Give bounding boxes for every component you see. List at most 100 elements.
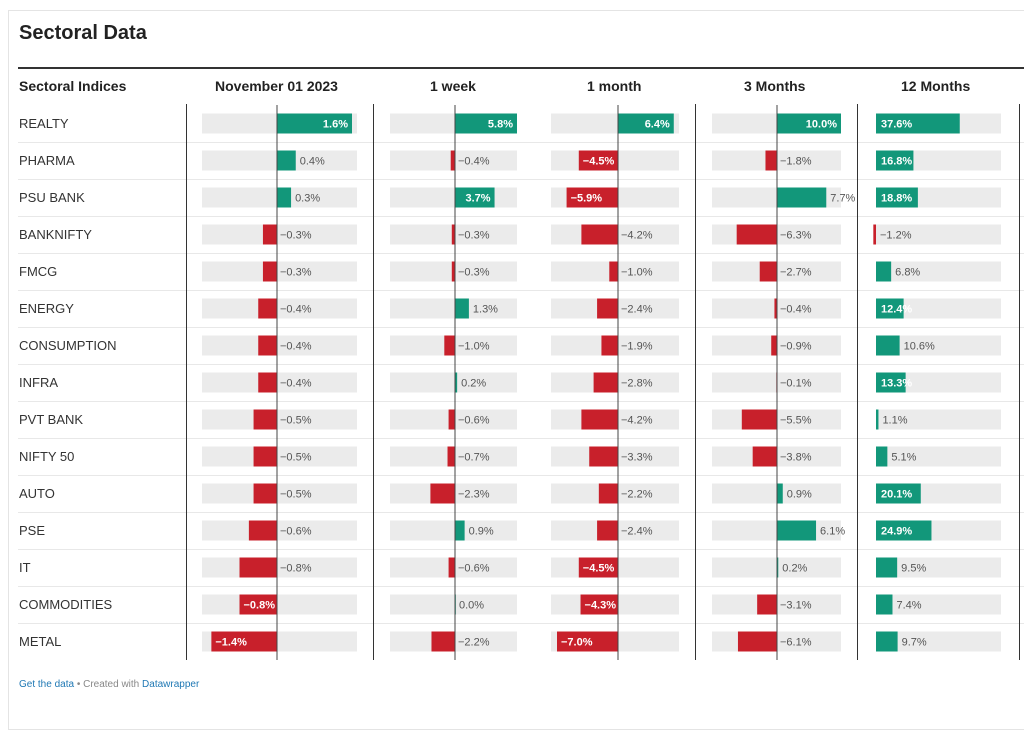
bar bbox=[777, 483, 783, 504]
row-label: PVT BANK bbox=[19, 411, 84, 427]
bar bbox=[618, 113, 674, 134]
value-label: 1.1% bbox=[882, 415, 907, 427]
bar bbox=[777, 113, 841, 134]
column-divider bbox=[857, 104, 858, 660]
bar-track bbox=[202, 594, 357, 615]
bar bbox=[578, 150, 618, 171]
bar bbox=[752, 446, 777, 467]
value-label: 16.8% bbox=[881, 156, 912, 168]
value-label: 18.8% bbox=[881, 193, 912, 205]
value-label: −0.4% bbox=[458, 156, 490, 168]
value-label: 1.3% bbox=[473, 304, 498, 316]
bar bbox=[876, 261, 892, 282]
bar bbox=[258, 298, 277, 319]
header-col-1-month: 1 month bbox=[587, 78, 642, 94]
header-col-1-week: 1 week bbox=[430, 78, 476, 94]
bar bbox=[759, 261, 777, 282]
row-label: FMCG bbox=[19, 263, 58, 279]
bar bbox=[597, 298, 618, 319]
bar bbox=[597, 520, 618, 541]
bar bbox=[451, 224, 455, 245]
value-label: −0.4% bbox=[280, 378, 312, 390]
column-divider bbox=[1019, 104, 1020, 660]
value-label: −2.4% bbox=[621, 526, 653, 538]
bar-track bbox=[390, 298, 517, 319]
value-label: −3.8% bbox=[780, 452, 812, 464]
bar bbox=[737, 631, 777, 652]
bar-track bbox=[390, 372, 517, 393]
bar bbox=[448, 409, 455, 430]
bar bbox=[876, 298, 904, 319]
bar bbox=[876, 631, 898, 652]
header-sectoral-indices: Sectoral Indices bbox=[19, 78, 127, 94]
bar bbox=[589, 446, 618, 467]
row-label: BANKNIFTY bbox=[19, 226, 92, 242]
value-label: 0.3% bbox=[295, 193, 320, 205]
bar bbox=[876, 483, 921, 504]
value-label: −0.1% bbox=[780, 378, 812, 390]
value-label: −1.0% bbox=[621, 267, 653, 279]
value-label: −2.3% bbox=[458, 489, 490, 501]
bar bbox=[455, 372, 458, 393]
value-label: −0.9% bbox=[780, 341, 812, 353]
value-label: −7.0% bbox=[561, 637, 593, 649]
get-the-data-link[interactable]: Get the data bbox=[19, 679, 75, 690]
value-label: 37.6% bbox=[881, 119, 912, 131]
value-label: 20.1% bbox=[881, 489, 912, 501]
value-label: 5.8% bbox=[488, 119, 513, 131]
bar-track bbox=[390, 594, 517, 615]
value-label: 9.5% bbox=[901, 563, 926, 575]
row-separator bbox=[18, 401, 1024, 402]
value-label: −4.2% bbox=[621, 230, 653, 242]
row-separator bbox=[18, 327, 1024, 328]
value-label: 6.1% bbox=[820, 526, 845, 538]
value-label: 0.4% bbox=[300, 156, 325, 168]
value-label: −0.5% bbox=[280, 452, 312, 464]
value-label: −0.3% bbox=[280, 230, 312, 242]
bar bbox=[581, 224, 618, 245]
row-separator bbox=[18, 290, 1024, 291]
value-label: −6.3% bbox=[780, 230, 812, 242]
value-label: 7.4% bbox=[896, 600, 921, 612]
row-label: PSE bbox=[19, 522, 46, 538]
value-label: −4.2% bbox=[621, 415, 653, 427]
value-label: −0.7% bbox=[458, 452, 490, 464]
value-label: −2.8% bbox=[621, 378, 653, 390]
bar-track bbox=[202, 224, 357, 245]
value-label: 5.1% bbox=[891, 452, 916, 464]
bar bbox=[771, 335, 777, 356]
bar bbox=[757, 594, 777, 615]
bar-track bbox=[876, 594, 1001, 615]
value-label: 10.6% bbox=[904, 341, 935, 353]
bar-track bbox=[390, 187, 517, 208]
row-separator bbox=[18, 586, 1024, 587]
datawrapper-link[interactable]: Datawrapper bbox=[142, 679, 200, 690]
bar-track bbox=[876, 409, 1001, 430]
value-label: −5.9% bbox=[571, 193, 603, 205]
bar bbox=[277, 150, 296, 171]
value-label: 0.9% bbox=[787, 489, 812, 501]
bar bbox=[211, 631, 277, 652]
bar bbox=[253, 483, 277, 504]
bar bbox=[258, 335, 277, 356]
value-label: −1.2% bbox=[880, 230, 912, 242]
value-label: −2.4% bbox=[621, 304, 653, 316]
bar-track bbox=[876, 557, 1001, 578]
bar-track bbox=[202, 446, 357, 467]
value-label: −0.4% bbox=[280, 304, 312, 316]
value-label: 6.4% bbox=[645, 119, 670, 131]
value-label: 12.4% bbox=[881, 304, 912, 316]
bar bbox=[431, 631, 455, 652]
bar bbox=[253, 409, 277, 430]
bar bbox=[248, 520, 277, 541]
bar-track bbox=[202, 372, 357, 393]
row-label: PHARMA bbox=[19, 152, 75, 168]
bar-track bbox=[876, 335, 1001, 356]
bar bbox=[444, 335, 455, 356]
row-label: ENERGY bbox=[19, 300, 74, 316]
value-label: −0.8% bbox=[280, 563, 312, 575]
footer-separator: • Created with bbox=[74, 679, 143, 690]
bar bbox=[277, 187, 292, 208]
value-label: 6.8% bbox=[895, 267, 920, 279]
value-label: −2.7% bbox=[780, 267, 812, 279]
